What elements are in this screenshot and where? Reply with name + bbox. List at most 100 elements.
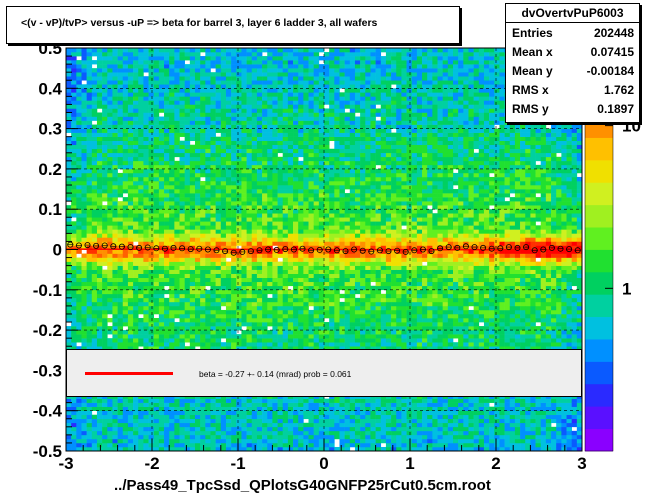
heatmap-cell [102, 88, 108, 93]
heatmap-cell [102, 269, 108, 274]
heatmap-cell [231, 124, 237, 129]
heatmap-cell [231, 80, 237, 85]
heatmap-cell [195, 136, 201, 141]
heatmap-cell [179, 72, 185, 77]
heatmap-cell [241, 257, 247, 262]
heatmap-cell [127, 434, 134, 440]
heatmap-cell [251, 116, 258, 121]
heatmap-cell [272, 201, 278, 206]
heatmap-cell [133, 104, 139, 109]
heatmap-cell [298, 92, 304, 97]
heatmap-cell [303, 446, 309, 452]
heatmap-cell [318, 148, 325, 154]
heatmap-cell [220, 265, 227, 270]
heatmap-cell [231, 116, 237, 121]
heatmap-cell [303, 249, 309, 254]
heatmap-cell [318, 273, 325, 279]
heatmap-cell [148, 297, 155, 303]
heatmap-cell [164, 309, 170, 315]
heatmap-cell [262, 144, 268, 150]
heatmap-cell [66, 76, 72, 81]
heatmap-cell [231, 305, 237, 311]
heatmap-cell [225, 446, 232, 452]
heatmap-cell [127, 180, 134, 186]
heatmap-cell [220, 289, 227, 295]
heatmap-cell [241, 180, 247, 186]
heatmap-cell [96, 422, 103, 428]
heatmap-cell [133, 261, 139, 266]
heatmap-cell [272, 144, 278, 150]
heatmap-cell [287, 297, 294, 303]
heatmap-cell [282, 406, 289, 411]
heatmap-cell [122, 233, 129, 238]
heatmap-cell [205, 309, 211, 315]
heatmap-cell [81, 132, 87, 137]
heatmap-cell [318, 438, 325, 444]
heatmap-cell [205, 229, 211, 234]
heatmap-cell [313, 273, 320, 279]
heatmap-cell [267, 156, 273, 162]
heatmap-cell [107, 422, 113, 428]
heatmap-cell [231, 64, 237, 69]
heatmap-cell [91, 434, 98, 440]
heatmap-cell [308, 253, 314, 258]
heatmap-cell [308, 168, 314, 174]
heatmap-cell [112, 297, 118, 303]
heatmap-cell [184, 64, 191, 69]
heatmap-cell [112, 152, 118, 158]
heatmap-cell [251, 180, 258, 186]
heatmap-cell [241, 124, 247, 129]
heatmap-cell [148, 168, 155, 174]
heatmap-cell [277, 438, 284, 444]
heatmap-cell [138, 144, 144, 150]
heatmap-cell [169, 132, 175, 137]
heatmap-cell [153, 160, 160, 166]
heatmap-cell [277, 318, 284, 323]
heatmap-cell [102, 301, 108, 307]
heatmap-cell [215, 213, 222, 218]
heatmap-cell [107, 297, 113, 303]
heatmap-cell [298, 189, 304, 194]
heatmap-cell [195, 309, 201, 315]
heatmap-cell [200, 116, 206, 121]
heatmap-cell [195, 128, 201, 133]
heatmap-cell [117, 229, 124, 234]
heatmap-cell [303, 334, 309, 339]
heatmap-cell [189, 52, 196, 57]
heatmap-cell [287, 124, 294, 129]
heatmap-cell [179, 398, 185, 403]
heatmap-cell [272, 84, 278, 89]
heatmap-cell [287, 96, 294, 101]
heatmap-cell [158, 213, 165, 218]
heatmap-cell [308, 309, 314, 315]
heatmap-cell [127, 446, 134, 452]
heatmap-cell [210, 446, 216, 452]
heatmap-cell [189, 402, 196, 407]
heatmap-cell [102, 410, 108, 416]
heatmap-cell [164, 301, 170, 307]
heatmap-cell [205, 410, 211, 416]
heatmap-cell [287, 330, 294, 335]
heatmap-cell [246, 148, 253, 154]
heatmap-cell [169, 269, 175, 274]
heatmap-cell [236, 60, 242, 65]
heatmap-cell [164, 136, 170, 141]
heatmap-cell [236, 438, 242, 444]
heatmap-cell [277, 245, 284, 250]
heatmap-cell [148, 96, 155, 101]
heatmap-cell [148, 326, 155, 331]
heatmap-cell [287, 422, 294, 428]
heatmap-cell [225, 297, 232, 303]
heatmap-cell [324, 209, 330, 214]
heatmap-cell [210, 410, 216, 416]
heatmap-cell [272, 225, 278, 230]
heatmap-cell [200, 245, 206, 250]
heatmap-cell [143, 426, 149, 432]
heatmap-cell [298, 176, 304, 182]
heatmap-cell [293, 144, 299, 150]
heatmap-cell [174, 60, 180, 65]
heatmap-cell [184, 293, 191, 299]
heatmap-cell [153, 318, 160, 323]
heatmap-cell [195, 241, 201, 246]
heatmap-cell [210, 342, 216, 347]
